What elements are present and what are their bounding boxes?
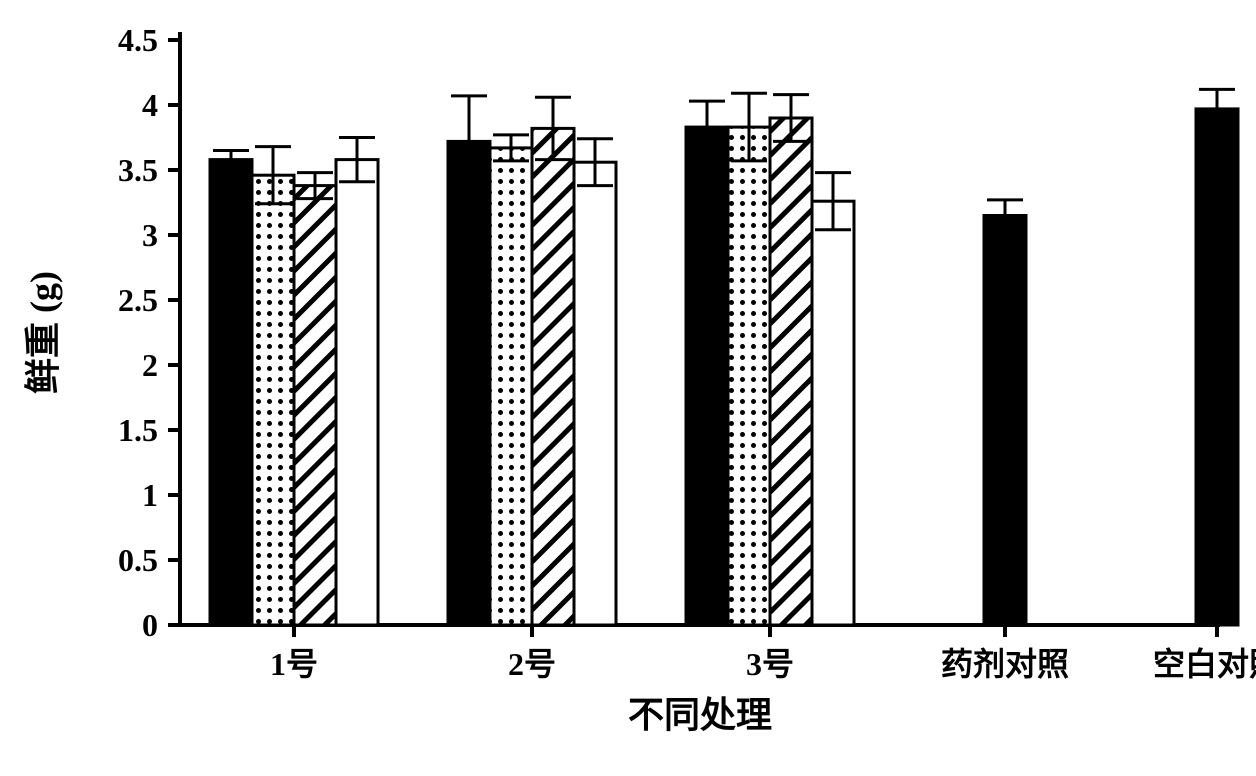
bar xyxy=(532,128,574,625)
y-tick-label: 0.5 xyxy=(118,542,158,578)
bar xyxy=(210,160,252,625)
y-tick-label: 3 xyxy=(142,217,158,253)
y-tick-label: 0 xyxy=(142,607,158,643)
y-tick-label: 4 xyxy=(142,87,158,123)
y-tick-label: 2 xyxy=(142,347,158,383)
bar-chart: 0 0.5 1 1.5 2 2.5 3 3.5 4 4.5 鲜重 (g) 1号 2号 3号 药剂对照 空白对照… xyxy=(0,0,1256,776)
x-tick-label: 药剂对照 xyxy=(941,646,1069,682)
bar xyxy=(336,160,378,625)
bar xyxy=(984,216,1026,626)
y-tick-label: 2.5 xyxy=(118,282,158,318)
bar xyxy=(252,175,294,625)
bar xyxy=(448,141,490,625)
chart-container: 0 0.5 1 1.5 2 2.5 3 3.5 4 4.5 鲜重 (g) 1号 2号 3号 药剂对照 空白对照… xyxy=(0,0,1256,776)
y-tick-label: 1 xyxy=(142,477,158,513)
y-tick-label: 3.5 xyxy=(118,152,158,188)
bar xyxy=(728,127,770,625)
bar xyxy=(686,127,728,625)
x-tick-label: 1号 xyxy=(270,646,318,682)
bar xyxy=(574,162,616,625)
x-tick-label: 2号 xyxy=(508,646,556,682)
x-tick-label: 空白对照 xyxy=(1153,646,1256,682)
x-axis-title: 不同处理 xyxy=(628,695,772,735)
bar xyxy=(770,118,812,625)
bar xyxy=(294,186,336,625)
x-tick-label: 3号 xyxy=(746,646,794,682)
bar xyxy=(812,201,854,625)
bar xyxy=(490,148,532,625)
y-tick-label: 1.5 xyxy=(118,412,158,448)
y-tick-label: 4.5 xyxy=(118,22,158,58)
bar xyxy=(1196,109,1238,625)
y-axis-title: 鲜重 (g) xyxy=(23,271,63,394)
